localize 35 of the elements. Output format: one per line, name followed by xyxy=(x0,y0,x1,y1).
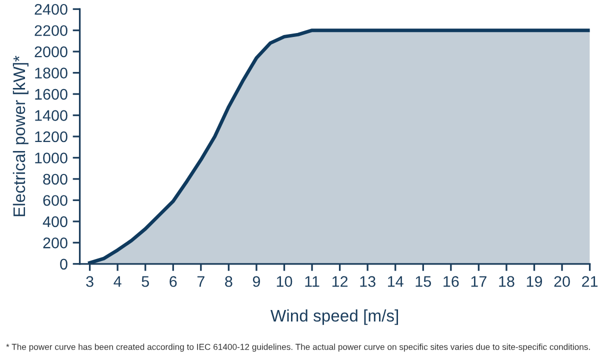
y-tick-label: 600 xyxy=(43,195,68,206)
x-tick-label: 15 xyxy=(416,276,431,287)
x-tick-label: 12 xyxy=(332,276,348,287)
x-tick-label: 7 xyxy=(197,276,204,287)
y-axis-title: Electrical power [kW]* xyxy=(12,56,28,216)
x-tick-label: 14 xyxy=(388,276,404,287)
y-tick-label: 200 xyxy=(43,238,68,248)
x-tick-label: 16 xyxy=(444,276,459,287)
y-tick-label: 800 xyxy=(43,174,68,185)
x-tick-label: 3 xyxy=(86,276,94,287)
x-tick-label: 20 xyxy=(554,276,570,287)
x-axis-title: Wind speed [m/s] xyxy=(270,309,398,325)
x-tick-label: 9 xyxy=(252,276,260,287)
x-tick-label: 18 xyxy=(499,276,514,287)
x-tick-label: 17 xyxy=(471,276,486,287)
y-tick-label: 2200 xyxy=(34,25,68,36)
y-tick-label: 1400 xyxy=(35,110,68,121)
x-tick-label: 8 xyxy=(225,276,232,287)
x-tick-label: 13 xyxy=(360,276,376,287)
y-tick-label: 1000 xyxy=(35,152,68,164)
x-tick-label: 11 xyxy=(305,276,320,287)
x-tick-label: 10 xyxy=(276,276,292,287)
y-tick-label: 400 xyxy=(42,216,68,228)
y-tick-label: 1800 xyxy=(35,68,68,78)
y-tick-label: 0 xyxy=(60,258,68,270)
x-tick-label: 4 xyxy=(114,276,122,287)
y-tick-label: 2400 xyxy=(34,4,68,15)
y-tick-label: 1600 xyxy=(35,88,68,100)
x-tick-label: 5 xyxy=(142,276,149,287)
y-tick-label: 2000 xyxy=(34,46,68,58)
y-tick-label: 1200 xyxy=(35,131,68,142)
x-tick-label: 21 xyxy=(582,276,598,287)
x-tick-label: 19 xyxy=(526,276,542,287)
x-tick-label: 6 xyxy=(170,276,177,287)
text: * The power curve has been created according to IEC 61400-12 guidelines. The actual power curve on specific sites varies due to site-specific conditions. xyxy=(6,344,590,352)
